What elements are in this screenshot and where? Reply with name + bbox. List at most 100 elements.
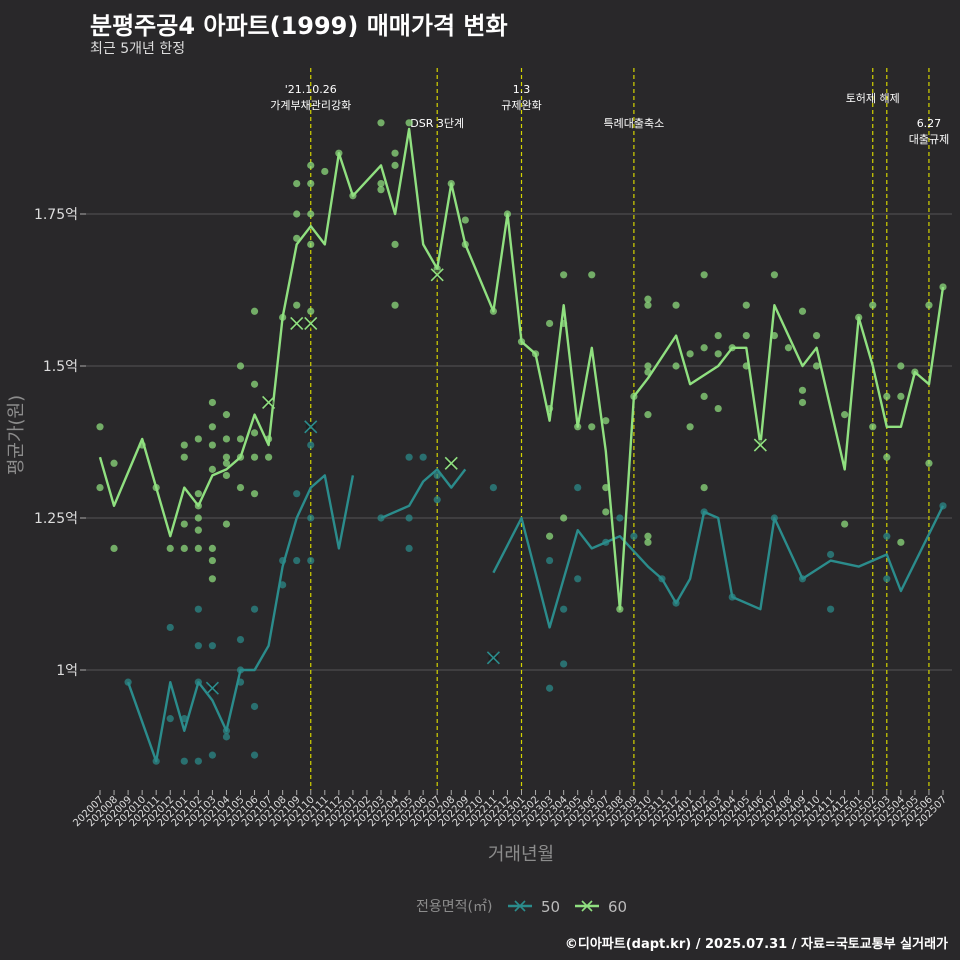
data-point-60 xyxy=(798,307,807,315)
source-caption: ©디아파트(dapt.kr) / 2025.07.31 / 자료=국토교통부 실… xyxy=(564,937,948,952)
data-point-60 xyxy=(588,423,596,431)
data-point-60 xyxy=(461,216,469,224)
event-label: 6.27 xyxy=(917,117,942,130)
marker-x-60 xyxy=(290,316,304,331)
event-label: 규제완화 xyxy=(501,99,541,112)
marker-x-60 xyxy=(262,395,276,410)
y-tick-label: 1.75억 xyxy=(34,207,78,223)
data-point-60 xyxy=(307,180,315,188)
legend: 전용면적(㎡) 50 60 xyxy=(416,898,627,916)
data-point-60 xyxy=(208,423,216,431)
x-axis-label: 거래년월 xyxy=(488,844,554,865)
event-label: 가계부채관리강화 xyxy=(270,99,351,112)
data-point-60 xyxy=(307,161,315,169)
data-point-60 xyxy=(307,307,315,315)
data-point-60 xyxy=(265,453,273,461)
data-point-60 xyxy=(714,404,722,413)
data-point-50 xyxy=(250,702,259,711)
data-point-60 xyxy=(110,459,118,467)
data-point-60 xyxy=(644,538,652,546)
data-point-50 xyxy=(546,684,554,692)
marker-x-60 xyxy=(430,268,444,282)
data-point-60 xyxy=(307,240,315,248)
legend-item-label: 50 xyxy=(541,898,560,916)
marker-x-50 xyxy=(486,651,500,665)
data-point-60 xyxy=(293,210,301,218)
data-point-60 xyxy=(869,301,877,309)
data-point-60 xyxy=(602,417,610,425)
data-point-60 xyxy=(391,240,399,248)
data-point-60 xyxy=(194,526,202,534)
data-point-60 xyxy=(812,332,821,340)
scatter-points xyxy=(96,119,947,765)
data-point-60 xyxy=(546,532,554,540)
y-tick-label: 1.25억 xyxy=(34,511,78,527)
data-point-60 xyxy=(194,435,202,443)
event-label: 1.3 xyxy=(513,83,531,96)
y-tick-label: 1.5억 xyxy=(43,359,78,375)
data-point-60 xyxy=(321,167,329,176)
data-point-50 xyxy=(883,532,891,540)
data-point-60 xyxy=(250,490,259,498)
data-point-60 xyxy=(560,514,568,522)
data-point-60 xyxy=(250,453,259,461)
data-point-60 xyxy=(644,411,652,419)
data-point-60 xyxy=(602,484,610,492)
data-point-60 xyxy=(700,271,708,279)
data-point-60 xyxy=(250,429,259,437)
series-lines xyxy=(98,127,945,763)
data-point-60 xyxy=(602,508,610,516)
data-point-50 xyxy=(419,453,427,461)
data-point-60 xyxy=(293,180,301,188)
data-point-50 xyxy=(546,556,554,565)
data-point-60 xyxy=(222,435,231,443)
data-point-50 xyxy=(250,751,259,759)
data-point-60 xyxy=(208,544,216,553)
event-label: 대출규제 xyxy=(909,133,949,146)
data-point-60 xyxy=(560,271,568,279)
data-point-60 xyxy=(222,459,231,467)
data-point-50 xyxy=(166,715,174,723)
data-point-60 xyxy=(236,362,245,370)
data-point-60 xyxy=(166,544,174,553)
x-markers xyxy=(205,268,767,695)
data-point-60 xyxy=(714,332,722,340)
data-point-60 xyxy=(208,441,216,449)
data-point-60 xyxy=(222,520,231,528)
y-tick-label: 1억 xyxy=(56,663,78,679)
data-point-60 xyxy=(812,362,821,370)
data-point-60 xyxy=(194,490,202,498)
data-point-60 xyxy=(110,544,118,553)
data-point-50 xyxy=(307,514,315,522)
data-point-60 xyxy=(742,332,750,340)
data-point-60 xyxy=(377,119,385,127)
chart-title: 분평주공4 아파트(1999) 매매가격 변화 xyxy=(90,12,508,40)
data-point-60 xyxy=(841,411,849,419)
data-point-60 xyxy=(180,453,188,461)
data-point-60 xyxy=(250,380,259,388)
data-point-60 xyxy=(925,301,933,309)
data-point-50 xyxy=(827,550,835,559)
event-label: 특례대출축소 xyxy=(604,117,665,130)
data-point-60 xyxy=(672,301,680,309)
data-point-60 xyxy=(307,210,315,218)
series-line-50 xyxy=(126,468,945,763)
data-point-50 xyxy=(250,605,259,613)
event-label: DSR 3단계 xyxy=(410,117,464,130)
data-point-50 xyxy=(208,751,216,759)
data-point-60 xyxy=(391,161,399,169)
data-point-60 xyxy=(208,465,216,473)
data-point-60 xyxy=(222,411,231,419)
data-point-60 xyxy=(194,544,202,553)
data-point-60 xyxy=(784,344,793,352)
data-point-60 xyxy=(208,556,216,565)
data-point-60 xyxy=(293,301,301,309)
data-point-50 xyxy=(574,484,582,492)
data-point-60 xyxy=(700,484,708,492)
data-point-60 xyxy=(222,453,231,461)
legend-swatch-x xyxy=(581,900,593,912)
data-point-60 xyxy=(798,398,807,407)
data-point-60 xyxy=(180,441,188,449)
